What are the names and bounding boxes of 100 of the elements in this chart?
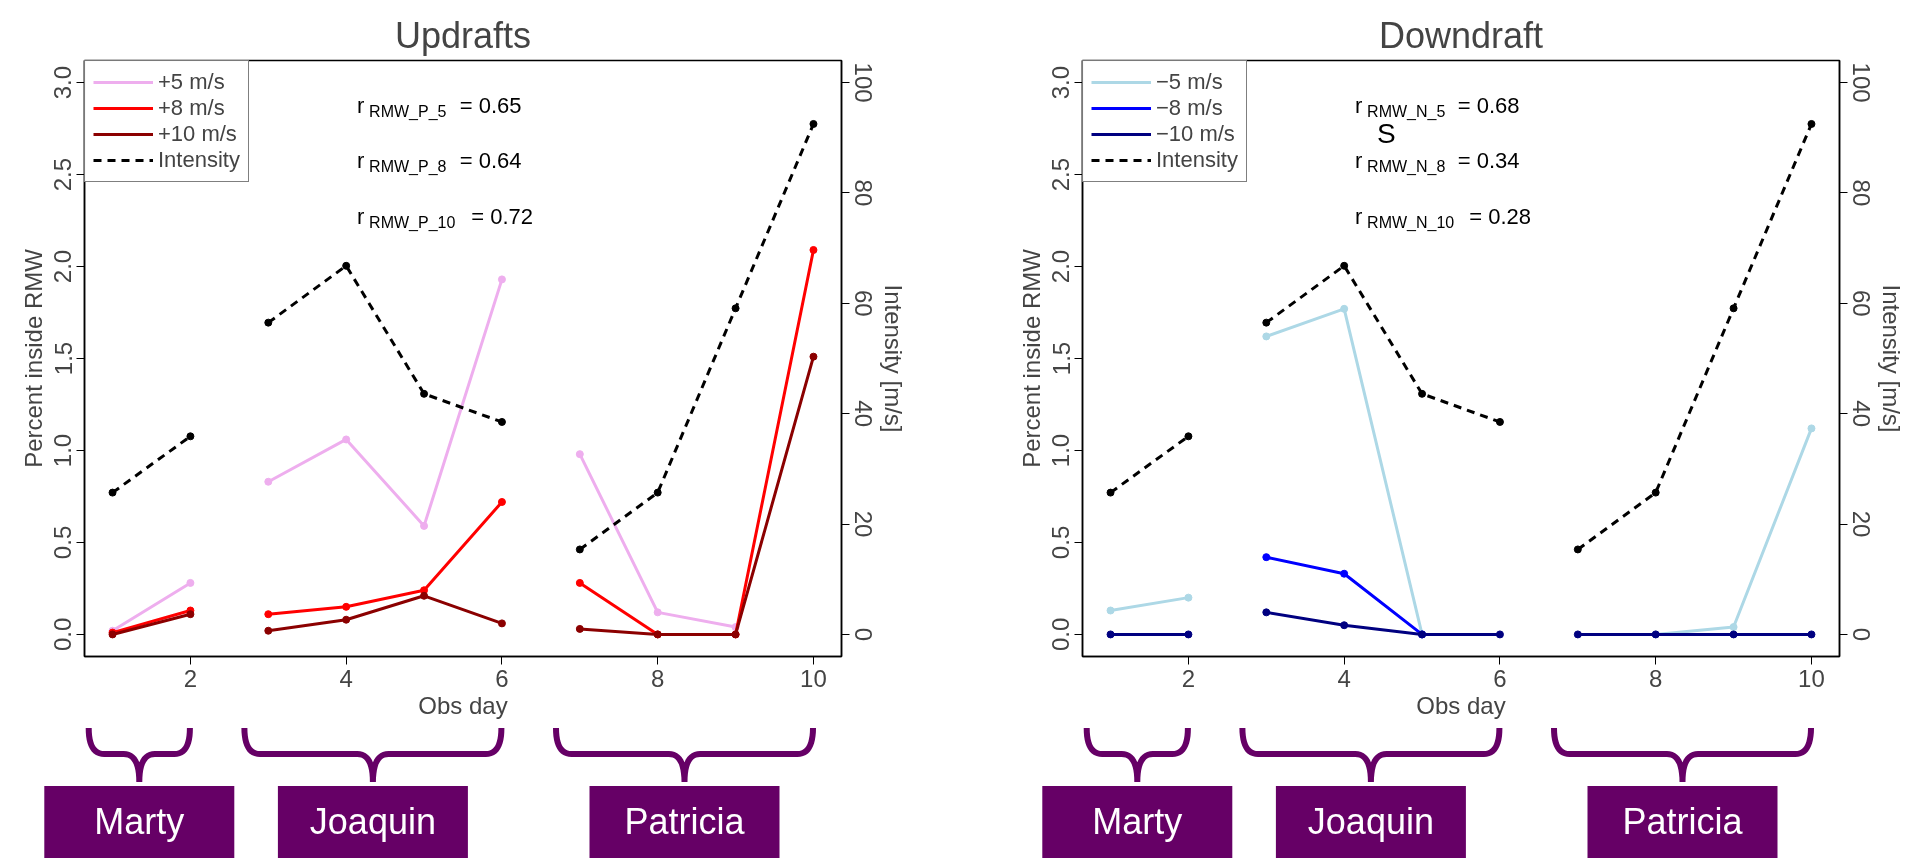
point	[1729, 630, 1738, 639]
point	[186, 578, 195, 587]
point	[1262, 608, 1271, 617]
point	[497, 417, 506, 426]
point	[186, 610, 195, 619]
point	[1262, 318, 1271, 327]
point	[809, 245, 818, 254]
x-tick-label: 8	[651, 664, 665, 692]
point	[575, 545, 584, 554]
point	[497, 619, 506, 628]
y2-tick-label: 40	[1847, 400, 1875, 428]
y2-tick-label: 80	[1847, 179, 1875, 207]
point	[1651, 488, 1660, 497]
chart-title: Downdraft	[1378, 14, 1544, 56]
point	[342, 602, 351, 611]
legend-label: Intensity	[158, 147, 240, 173]
text: Patricia	[1622, 801, 1744, 842]
y-tick-label: 2.0	[49, 249, 77, 284]
legend-label: −8 m/s	[1156, 95, 1223, 121]
point	[653, 608, 662, 617]
text: Joaquin	[1307, 801, 1434, 842]
y-tick-label: 1.0	[1047, 433, 1075, 468]
point	[575, 624, 584, 633]
point	[1184, 630, 1193, 639]
x-tick-label: 2	[183, 664, 198, 692]
point	[264, 626, 273, 635]
y2-tick-label: 0	[1847, 627, 1875, 642]
point	[1262, 553, 1271, 562]
x-tick-label: 6	[495, 664, 509, 692]
point	[731, 304, 740, 313]
x-axis-title: Obs day	[418, 691, 508, 719]
point	[1262, 332, 1271, 341]
point	[108, 488, 117, 497]
point	[1340, 569, 1349, 578]
point	[1495, 630, 1504, 639]
y-tick-label: 2.0	[1047, 249, 1075, 284]
point	[1573, 630, 1582, 639]
y2-tick-label: 80	[849, 179, 877, 207]
y2-tick-label: 100	[1847, 62, 1875, 103]
x-tick-label: 6	[1493, 664, 1507, 692]
y-tick-label: 0.5	[1047, 525, 1075, 560]
x-tick-label: 10	[1798, 664, 1825, 692]
x-axis-title: Obs day	[1416, 691, 1506, 719]
point	[1573, 545, 1582, 554]
point	[1184, 432, 1193, 441]
point	[264, 318, 273, 327]
y2-tick-label: 60	[849, 289, 877, 317]
y-axis-title: Percent inside RMW	[19, 248, 47, 468]
point	[1729, 623, 1738, 632]
y2-tick-label: 20	[1847, 510, 1875, 538]
text: Marty	[1092, 801, 1183, 842]
y-tick-label: 2.5	[49, 157, 77, 192]
point	[186, 432, 195, 441]
point	[1340, 261, 1349, 270]
chart-title: Updrafts	[394, 14, 532, 56]
y-axis-title: Percent inside RMW	[1017, 248, 1045, 468]
point	[809, 352, 818, 361]
legend-label: −10 m/s	[1156, 121, 1235, 147]
y-tick-label: 0.0	[49, 617, 77, 652]
legend-label: +8 m/s	[158, 95, 225, 121]
y2-axis-title: Intensity [m/s]	[879, 284, 907, 433]
point	[497, 275, 506, 284]
y-tick-label: 1.5	[49, 341, 77, 376]
point	[1729, 304, 1738, 313]
point	[809, 119, 818, 128]
y-tick-label: 1.5	[1047, 341, 1075, 376]
point	[342, 615, 351, 624]
point	[1106, 606, 1115, 615]
y2-tick-label: 60	[1847, 289, 1875, 317]
text: Joaquin	[309, 801, 436, 842]
point	[342, 261, 351, 270]
annotation: S	[1377, 117, 1396, 149]
legend-label: −5 m/s	[1156, 69, 1223, 95]
text: Marty	[94, 801, 185, 842]
x-tick-label: 8	[1649, 664, 1663, 692]
point	[420, 591, 429, 600]
point	[497, 497, 506, 506]
point	[1807, 630, 1816, 639]
point	[264, 477, 273, 486]
x-tick-label: 4	[1337, 664, 1351, 692]
legend-label: +5 m/s	[158, 69, 225, 95]
y-tick-label: 1.0	[49, 433, 77, 468]
point	[1184, 593, 1193, 602]
point	[575, 450, 584, 459]
point	[1495, 417, 1504, 426]
legend-label: Intensity	[1156, 147, 1238, 173]
y2-tick-label: 20	[849, 510, 877, 538]
point	[1418, 389, 1427, 398]
legend-label: +10 m/s	[158, 121, 237, 147]
y2-tick-label: 100	[849, 62, 877, 103]
y-tick-label: 3.0	[49, 65, 77, 100]
point	[575, 578, 584, 587]
point	[1340, 304, 1349, 313]
y-tick-label: 2.5	[1047, 157, 1075, 192]
y2-tick-label: 40	[849, 400, 877, 428]
point	[653, 488, 662, 497]
point	[264, 610, 273, 619]
point	[1106, 630, 1115, 639]
x-tick-label: 4	[339, 664, 353, 692]
y-tick-label: 0.5	[49, 525, 77, 560]
